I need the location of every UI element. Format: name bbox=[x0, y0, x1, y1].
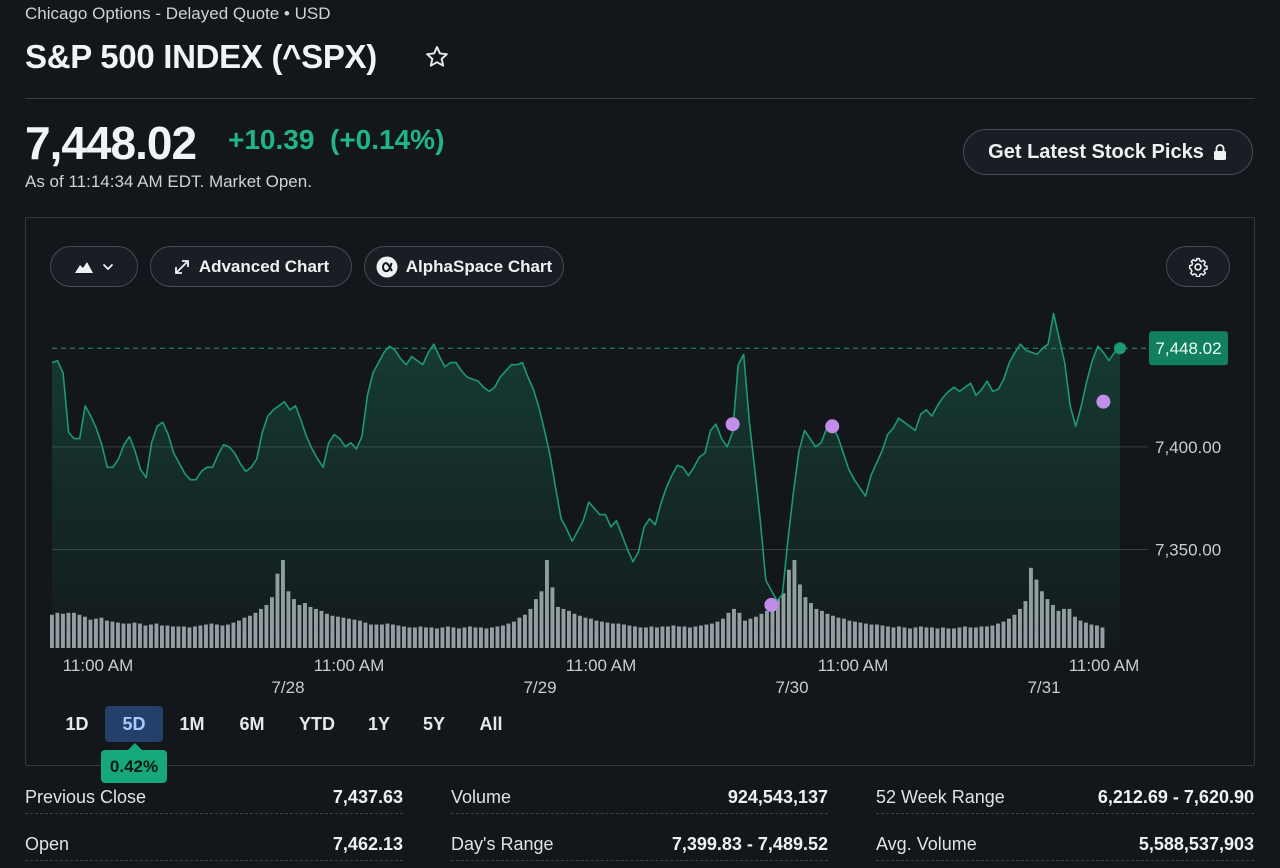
stat-label-day-s-range: Day's Range bbox=[451, 834, 554, 854]
chart-settings-button[interactable] bbox=[1166, 246, 1230, 287]
lock-icon bbox=[1213, 144, 1226, 160]
range-5d[interactable]: 5D bbox=[105, 706, 163, 742]
alphaspace-chart-label: AlphaSpace Chart bbox=[405, 256, 553, 276]
chart-type-dropdown[interactable] bbox=[50, 246, 138, 287]
x-time-label: 11:00 AM bbox=[818, 656, 889, 675]
price-change-percent: (+0.14%) bbox=[330, 124, 445, 155]
alphaspace-chart-button[interactable]: AlphaSpace Chart bbox=[364, 246, 564, 287]
event-marker[interactable] bbox=[725, 417, 740, 432]
stat-value-volume: 924,543,137 bbox=[727, 787, 828, 807]
get-stock-picks-label: Get Latest Stock Picks bbox=[988, 140, 1204, 163]
range-6m[interactable]: 6M bbox=[239, 713, 265, 734]
star-outline-icon[interactable] bbox=[424, 44, 450, 70]
mountain-chart-icon bbox=[75, 261, 93, 273]
stat-divider bbox=[876, 813, 1254, 814]
current-price-tag bbox=[1149, 331, 1228, 366]
gear-icon bbox=[1188, 257, 1208, 277]
range-1d[interactable]: 1D bbox=[65, 713, 89, 734]
get-stock-picks-button[interactable]: Get Latest Stock Picks bbox=[963, 129, 1253, 175]
x-time-label: 11:00 AM bbox=[63, 656, 134, 675]
x-time-label: 11:00 AM bbox=[314, 656, 385, 675]
price-change: +10.39 bbox=[228, 124, 315, 155]
stat-divider bbox=[25, 860, 403, 861]
x-time-label: 11:00 AM bbox=[566, 656, 637, 675]
x-time-label: 11:00 AM bbox=[1069, 656, 1140, 675]
range-5y[interactable]: 5Y bbox=[422, 713, 446, 734]
x-date-label: 7/30 bbox=[775, 678, 808, 697]
quote-source-label: Chicago Options - Delayed Quote • USD bbox=[25, 4, 331, 23]
x-date-label: 7/29 bbox=[523, 678, 556, 697]
stat-divider bbox=[25, 813, 403, 814]
y-tick-label: 7,350.00 bbox=[1155, 540, 1221, 559]
stat-label-open: Open bbox=[25, 834, 70, 854]
range-1y[interactable]: 1Y bbox=[367, 713, 391, 734]
y-tick-label: 7,400.00 bbox=[1155, 438, 1221, 457]
stat-value-day-s-range: 7,399.83 - 7,489.52 bbox=[671, 834, 828, 854]
volume-bar bbox=[50, 614, 54, 648]
range-all[interactable]: All bbox=[479, 713, 503, 734]
last-price: 7,448.02 bbox=[25, 117, 197, 169]
stat-value-open: 7,462.13 bbox=[332, 834, 403, 854]
price-line bbox=[51, 312, 1121, 602]
header-divider bbox=[25, 98, 1255, 99]
x-date-label: 7/28 bbox=[271, 678, 304, 697]
advanced-chart-button[interactable]: Advanced Chart bbox=[150, 246, 352, 287]
stat-value-52-week-range: 6,212.69 - 7,620.90 bbox=[1097, 787, 1254, 807]
stat-value-avg-volume: 5,588,537,903 bbox=[1138, 834, 1254, 854]
stat-divider bbox=[876, 860, 1254, 861]
page-title: S&P 500 INDEX (^SPX) bbox=[25, 38, 377, 75]
stat-value-previous-close: 7,437.63 bbox=[332, 787, 403, 807]
event-marker[interactable] bbox=[1096, 394, 1111, 409]
advanced-chart-label: Advanced Chart bbox=[198, 256, 330, 276]
alpha-logo-icon bbox=[376, 256, 398, 277]
stat-label-previous-close: Previous Close bbox=[25, 787, 147, 807]
range-change-badge: 0.42% bbox=[101, 743, 167, 783]
stat-divider bbox=[451, 813, 828, 814]
quote-timestamp: As of 11:14:34 AM EDT. Market Open. bbox=[25, 172, 312, 191]
stat-label-volume: Volume bbox=[451, 787, 512, 807]
range-1m[interactable]: 1M bbox=[179, 713, 205, 734]
current-price-dot bbox=[1114, 342, 1126, 355]
price-area bbox=[52, 313, 1120, 648]
current-price-label: 7,448.02 bbox=[1155, 339, 1221, 358]
stat-divider bbox=[451, 860, 828, 861]
stat-label-avg-volume: Avg. Volume bbox=[876, 834, 977, 854]
chart-panel bbox=[25, 217, 1255, 766]
stat-label-52-week-range: 52 Week Range bbox=[876, 787, 1005, 807]
x-date-label: 7/31 bbox=[1027, 678, 1060, 697]
range-ytd[interactable]: YTD bbox=[299, 713, 335, 734]
expand-arrows-icon bbox=[174, 259, 189, 274]
chevron-down-icon bbox=[102, 263, 114, 270]
event-marker[interactable] bbox=[764, 597, 779, 612]
event-marker[interactable] bbox=[825, 419, 840, 434]
